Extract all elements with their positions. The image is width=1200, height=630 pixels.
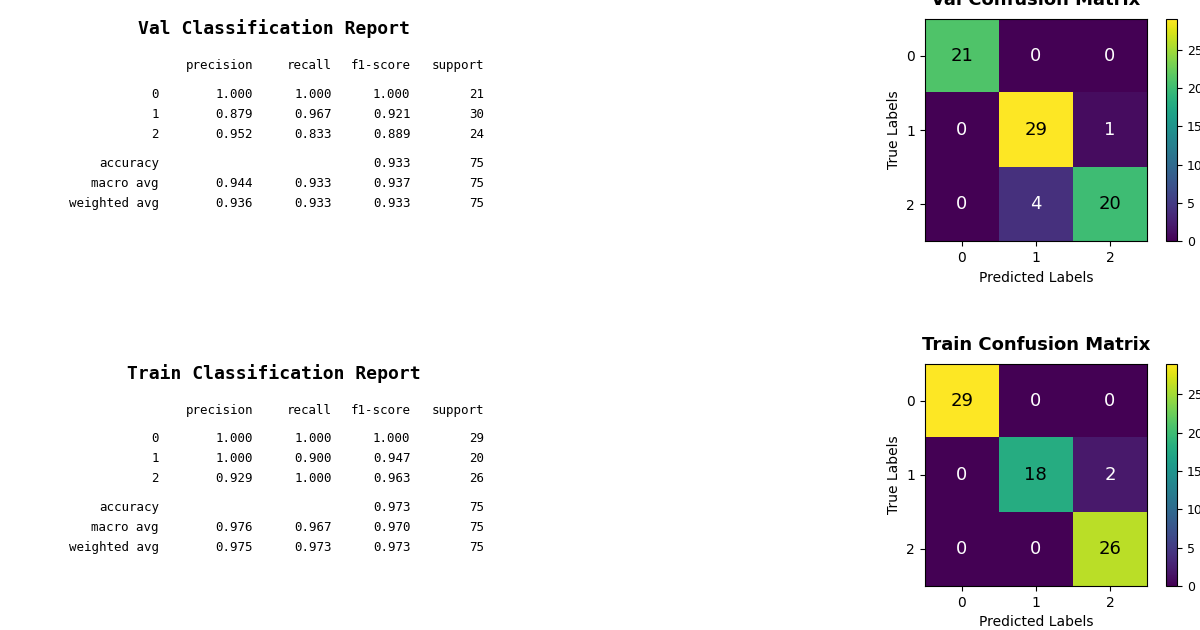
Text: 1.000: 1.000 xyxy=(216,452,253,466)
Text: weighted avg: weighted avg xyxy=(68,197,158,210)
Text: 0.973: 0.973 xyxy=(294,541,331,554)
Text: 1.000: 1.000 xyxy=(216,88,253,101)
Text: 0.975: 0.975 xyxy=(216,541,253,554)
Text: 0: 0 xyxy=(956,540,967,558)
Text: 0.936: 0.936 xyxy=(216,197,253,210)
Text: 75: 75 xyxy=(469,157,484,169)
Text: 26: 26 xyxy=(1098,540,1121,558)
Text: 0.933: 0.933 xyxy=(294,177,331,190)
Text: 0.973: 0.973 xyxy=(373,541,410,554)
Text: 18: 18 xyxy=(1025,466,1048,484)
Y-axis label: True Labels: True Labels xyxy=(887,91,900,169)
Text: 0: 0 xyxy=(1104,392,1116,410)
Text: 0.889: 0.889 xyxy=(373,128,410,141)
Text: 0.900: 0.900 xyxy=(294,452,331,466)
Text: precision: precision xyxy=(186,404,253,416)
Text: 2: 2 xyxy=(151,472,158,486)
Text: 0.973: 0.973 xyxy=(373,501,410,515)
Text: 2: 2 xyxy=(151,128,158,141)
Text: accuracy: accuracy xyxy=(98,157,158,169)
Text: 0.937: 0.937 xyxy=(373,177,410,190)
Text: 0.976: 0.976 xyxy=(216,522,253,534)
Text: 1.000: 1.000 xyxy=(373,88,410,101)
Text: 1: 1 xyxy=(151,452,158,466)
Text: 24: 24 xyxy=(469,128,484,141)
Text: 0.929: 0.929 xyxy=(216,472,253,486)
X-axis label: Predicted Labels: Predicted Labels xyxy=(978,270,1093,285)
Text: 75: 75 xyxy=(469,541,484,554)
Text: 0: 0 xyxy=(956,121,967,139)
Text: 1.000: 1.000 xyxy=(216,432,253,445)
Text: 0: 0 xyxy=(956,195,967,213)
Text: 0: 0 xyxy=(1031,47,1042,65)
Text: 0.833: 0.833 xyxy=(294,128,331,141)
Text: 26: 26 xyxy=(469,472,484,486)
Text: 20: 20 xyxy=(469,452,484,466)
Text: precision: precision xyxy=(186,59,253,72)
Text: accuracy: accuracy xyxy=(98,501,158,515)
Text: 0.967: 0.967 xyxy=(294,522,331,534)
Text: 75: 75 xyxy=(469,522,484,534)
Text: Train Classification Report: Train Classification Report xyxy=(127,364,421,382)
Text: 20: 20 xyxy=(1098,195,1121,213)
Text: 0.963: 0.963 xyxy=(373,472,410,486)
Text: 0.879: 0.879 xyxy=(216,108,253,121)
Text: 1.000: 1.000 xyxy=(294,472,331,486)
Text: 0: 0 xyxy=(956,466,967,484)
Text: 0: 0 xyxy=(1104,47,1116,65)
Title: Val Confusion Matrix: Val Confusion Matrix xyxy=(931,0,1140,9)
X-axis label: Predicted Labels: Predicted Labels xyxy=(978,615,1093,629)
Text: 0: 0 xyxy=(151,432,158,445)
Text: 30: 30 xyxy=(469,108,484,121)
Text: macro avg: macro avg xyxy=(91,522,158,534)
Text: 2: 2 xyxy=(1104,466,1116,484)
Text: weighted avg: weighted avg xyxy=(68,541,158,554)
Text: 0: 0 xyxy=(151,88,158,101)
Text: 4: 4 xyxy=(1030,195,1042,213)
Text: 21: 21 xyxy=(950,47,973,65)
Text: Val Classification Report: Val Classification Report xyxy=(138,19,410,38)
Text: 0: 0 xyxy=(1031,540,1042,558)
Text: 1: 1 xyxy=(1104,121,1116,139)
Text: 29: 29 xyxy=(1025,121,1048,139)
Text: 1.000: 1.000 xyxy=(373,432,410,445)
Text: f1-score: f1-score xyxy=(350,404,410,416)
Text: 1.000: 1.000 xyxy=(294,88,331,101)
Text: 0: 0 xyxy=(1031,392,1042,410)
Text: 0.933: 0.933 xyxy=(294,197,331,210)
Text: 1: 1 xyxy=(151,108,158,121)
Text: 0.952: 0.952 xyxy=(216,128,253,141)
Text: 75: 75 xyxy=(469,197,484,210)
Text: 0.970: 0.970 xyxy=(373,522,410,534)
Text: 0.921: 0.921 xyxy=(373,108,410,121)
Title: Train Confusion Matrix: Train Confusion Matrix xyxy=(922,336,1150,353)
Text: f1-score: f1-score xyxy=(350,59,410,72)
Text: 21: 21 xyxy=(469,88,484,101)
Text: 29: 29 xyxy=(950,392,973,410)
Text: recall: recall xyxy=(287,59,331,72)
Text: 75: 75 xyxy=(469,177,484,190)
Text: 0.933: 0.933 xyxy=(373,157,410,169)
Text: macro avg: macro avg xyxy=(91,177,158,190)
Text: 0.967: 0.967 xyxy=(294,108,331,121)
Text: 29: 29 xyxy=(469,432,484,445)
Text: recall: recall xyxy=(287,404,331,416)
Text: 0.944: 0.944 xyxy=(216,177,253,190)
Text: 0.947: 0.947 xyxy=(373,452,410,466)
Text: support: support xyxy=(431,59,484,72)
Text: 1.000: 1.000 xyxy=(294,432,331,445)
Text: support: support xyxy=(431,404,484,416)
Text: 0.933: 0.933 xyxy=(373,197,410,210)
Text: 75: 75 xyxy=(469,501,484,515)
Y-axis label: True Labels: True Labels xyxy=(887,435,900,514)
